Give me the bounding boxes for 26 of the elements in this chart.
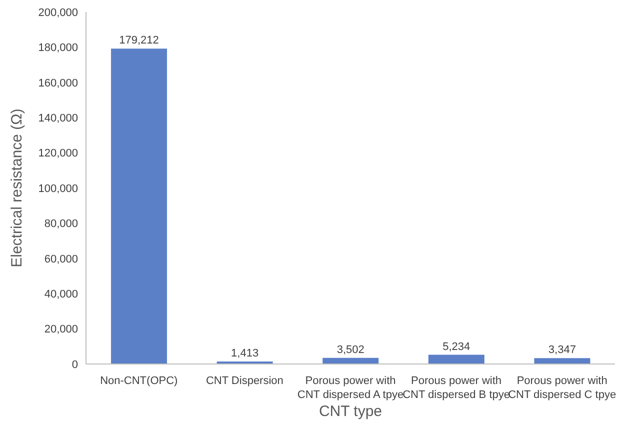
y-tick-label: 160,000 (38, 77, 78, 90)
bar (534, 358, 590, 364)
data-label: 179,212 (119, 34, 159, 47)
y-tick-label: 200,000 (38, 6, 78, 19)
x-tick-label: Porous power with CNT dispersed C tpye (508, 375, 616, 401)
y-tick-label: 100,000 (38, 182, 78, 195)
data-label: 3,502 (336, 344, 364, 356)
y-tick-label: 140,000 (38, 112, 78, 125)
x-axis-title: CNT type (318, 403, 382, 420)
y-axis-title: Electrical resistance (Ω) (8, 108, 26, 268)
y-tick-label: 180,000 (38, 42, 78, 54)
x-tick-label: Non-CNT(OPC) (100, 375, 178, 387)
data-label: 1,413 (231, 348, 259, 360)
x-tick-label: CNT Dispersion (206, 375, 284, 387)
y-tick-label: 0 (72, 358, 78, 371)
bar (111, 48, 167, 364)
data-label: 5,234 (442, 340, 470, 353)
bar (428, 354, 484, 364)
y-tick-label: 20,000 (44, 324, 78, 336)
y-tick-label: 40,000 (44, 288, 78, 301)
x-tick-label: Porous power with CNT dispersed B tpye (402, 375, 510, 401)
x-tick-label: Porous power with CNT dispersed A tpye (297, 375, 404, 401)
y-tick-label: 60,000 (44, 253, 78, 266)
data-label: 3,347 (548, 344, 576, 356)
y-tick-label: 120,000 (38, 148, 78, 160)
y-tick-label: 80,000 (44, 218, 78, 230)
